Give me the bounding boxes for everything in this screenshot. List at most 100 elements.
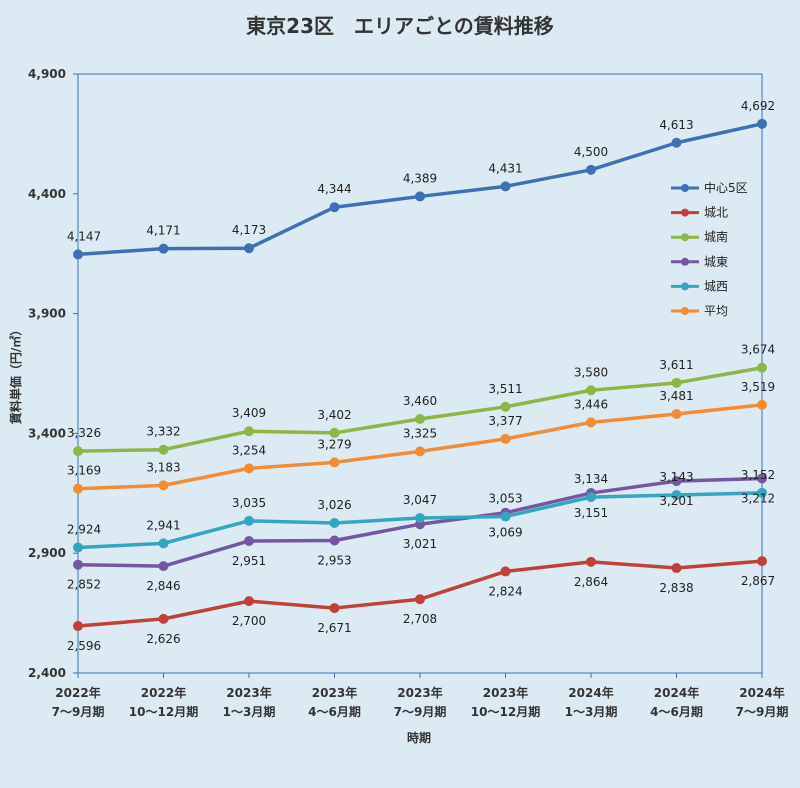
chart-title: 東京23区 エリアごとの賃料推移 [246,14,554,38]
x-tick-label-period: 10〜12月期 [129,704,198,719]
legend-swatch-marker [681,184,689,192]
data-point [586,385,596,396]
data-label: 3,021 [403,537,437,551]
data-point [671,489,682,500]
x-tick-label-year: 2023年 [483,685,528,700]
data-point [329,457,340,468]
legend-label: 城東 [704,255,728,269]
data-label: 3,035 [232,496,266,510]
data-label: 2,864 [574,575,608,589]
legend-label: 中心5区 [704,180,748,195]
x-tick-label-year: 2023年 [397,685,442,700]
data-point [73,483,83,494]
data-label: 4,344 [317,182,351,196]
legend-swatch-marker [681,307,689,315]
data-point [415,446,425,457]
legend-swatch-marker [681,233,689,242]
data-point [158,444,169,455]
data-point [500,511,511,522]
data-point [244,515,254,526]
data-point [244,596,254,607]
data-label: 3,377 [488,414,522,428]
data-label: 4,500 [574,145,608,159]
data-point [244,463,254,474]
data-point [757,399,767,410]
data-label: 3,047 [403,493,437,507]
x-axis-label: 時期 [407,730,431,745]
data-label: 2,867 [741,574,775,588]
data-point [757,118,767,129]
data-label: 3,151 [574,506,608,520]
data-label: 2,941 [146,518,180,532]
data-point [244,535,254,546]
data-label: 2,824 [488,584,522,598]
data-point [500,181,511,192]
data-label: 3,332 [146,425,180,439]
data-point [329,535,340,546]
data-label: 3,446 [574,397,608,411]
data-point [586,164,596,175]
y-tick-label: 2,900 [28,546,66,560]
data-label: 3,519 [741,380,775,394]
data-point [329,202,340,213]
x-tick-label-period: 7〜9月期 [394,704,447,719]
data-label: 3,026 [317,498,351,512]
data-label: 2,924 [67,522,101,536]
x-tick-label-period: 1〜3月期 [565,704,618,719]
data-point [757,362,767,373]
data-point [671,137,682,148]
data-point [586,417,596,428]
data-label: 3,481 [659,389,693,403]
data-label: 2,953 [317,554,351,568]
data-point [671,476,682,487]
x-tick-label-year: 2022年 [55,685,100,700]
data-label: 3,511 [488,382,522,396]
data-point [671,563,682,574]
y-tick-label: 4,900 [28,67,66,81]
y-tick-label: 3,400 [28,426,66,440]
y-axis-label: 賃料単価（円/㎡） [8,324,23,425]
data-point [500,566,511,577]
data-label: 2,708 [403,612,437,626]
data-label: 3,325 [403,426,437,440]
x-tick-label-period: 4〜6月期 [650,704,703,719]
data-point [158,538,169,549]
data-label: 3,201 [659,494,693,508]
data-label: 2,700 [232,614,266,628]
data-point [158,243,169,254]
data-label: 3,069 [488,526,522,540]
data-label: 3,402 [317,408,351,422]
data-label: 3,169 [67,464,101,478]
x-tick-label-year: 2024年 [654,685,699,700]
data-label: 2,846 [146,579,180,593]
data-label: 4,692 [741,99,775,113]
data-point [73,446,83,457]
x-tick-label-year: 2024年 [568,685,613,700]
data-point [757,487,767,498]
data-label: 3,134 [574,472,608,486]
data-label: 3,611 [659,358,693,372]
data-point [73,542,83,553]
data-point [671,408,682,419]
data-label: 3,279 [317,437,351,451]
x-tick-label-year: 2022年 [141,685,186,700]
data-label: 3,460 [403,394,437,408]
data-point [73,249,83,260]
x-tick-label-period: 10〜12月期 [471,704,540,719]
data-label: 3,580 [574,365,608,379]
data-point [415,594,425,605]
data-label: 4,613 [659,118,693,132]
data-label: 4,171 [146,224,180,238]
legend-label: 城北 [704,206,728,220]
data-label: 3,674 [741,343,775,357]
data-label: 4,147 [67,229,101,243]
data-point [158,613,169,624]
legend-swatch-marker [681,208,689,217]
x-tick-label-year: 2024年 [739,685,784,700]
data-point [757,473,767,484]
data-label: 2,626 [146,632,180,646]
data-point [244,426,254,437]
data-point [73,559,83,570]
legend-label: 平均 [704,304,728,318]
